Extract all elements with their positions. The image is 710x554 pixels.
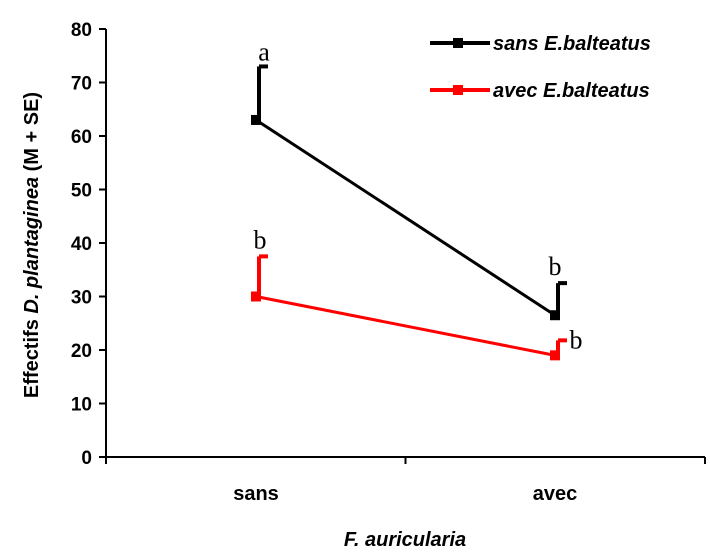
series-line [255,118,556,317]
y-tick-label: 40 [71,234,92,255]
legend-label: sans E.balteatus [493,33,651,55]
legend-marker [453,38,463,48]
legend-marker [453,85,463,95]
y-tick-label: 60 [71,127,92,148]
y-tick-label: 10 [71,395,92,416]
y-axis-title-species: D. plantaginea [21,177,43,314]
y-tick-label: 20 [71,341,92,362]
significance-letter: a [258,37,270,66]
y-tick-label: 30 [71,288,92,309]
significance-letter: b [570,325,583,354]
significance-letter: b [254,225,267,254]
x-tick-label: avec [533,483,578,505]
legend-label: avec E.balteatus [493,80,650,102]
series-0: ab [251,37,567,321]
data-point [251,291,261,302]
y-axis-title-prefix: Effectifs [21,314,43,398]
y-axis-title-suffix: (M + SE) [21,92,43,177]
y-tick-label: 70 [71,74,92,95]
y-axis-title: Effectifs D. plantaginea (M + SE) [21,92,43,398]
x-axis-title: F. auricularia [344,529,466,551]
y-tick-label: 0 [81,448,92,469]
legend: sans E.balteatus avec E.balteatus [430,33,651,102]
data-point [550,310,560,321]
x-tick-label: sans [233,483,279,505]
data-point [550,350,560,361]
data-point [251,114,261,125]
axes: 0 10 20 30 40 50 60 70 80 sans avec [71,20,706,505]
y-tick-label: 50 [71,181,92,202]
y-tick-label: 80 [71,20,92,41]
significance-letter: b [549,252,562,281]
series-line [255,295,556,357]
series-1: bb [251,225,583,361]
